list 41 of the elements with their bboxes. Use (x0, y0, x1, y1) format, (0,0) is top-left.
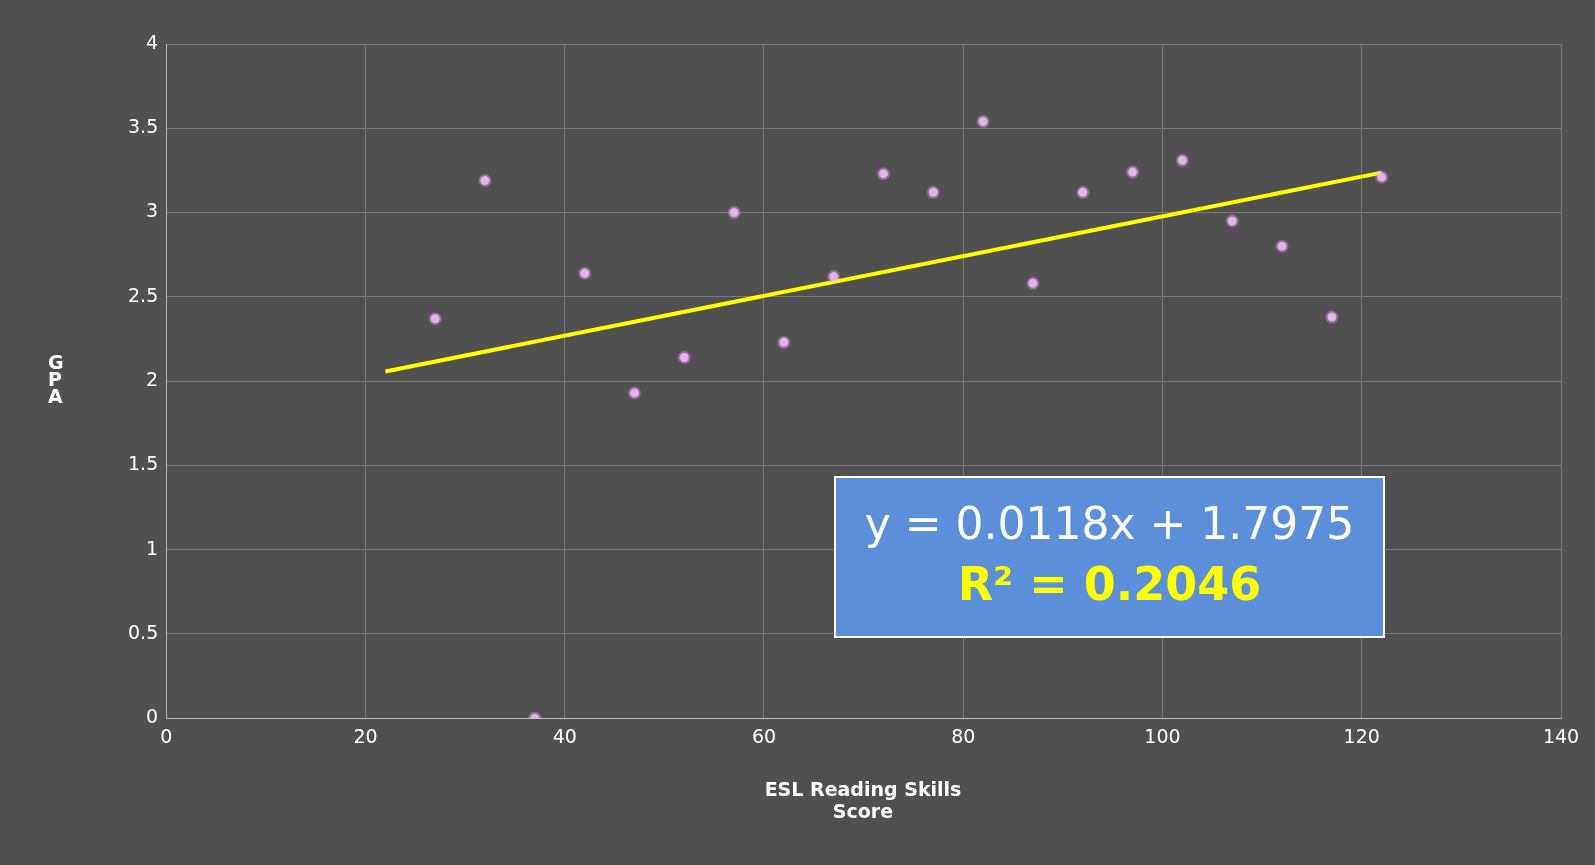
point (1225, 214, 1239, 228)
point (926, 185, 940, 199)
x-axis-title: ESL Reading Skills Score (763, 778, 963, 822)
point (677, 351, 691, 364)
y-tick-label: 0 (146, 705, 159, 728)
y-tick-label: 0.5 (128, 620, 159, 643)
point (827, 270, 841, 284)
y-tick-label: 2 (146, 368, 159, 391)
y-tick-label: 4 (146, 30, 159, 53)
point (1275, 239, 1289, 253)
x-tick-label: 120 (1343, 724, 1380, 747)
point (976, 115, 990, 129)
point (627, 386, 641, 400)
x-tick-label: 0 (160, 724, 173, 747)
point (1375, 170, 1389, 184)
y-tick-label: 2.5 (128, 283, 159, 306)
point (777, 335, 791, 349)
text-box: y = 0.0118x + 1.7975 R² = 0.2046 (834, 476, 1385, 638)
point (1076, 185, 1090, 199)
point (877, 167, 891, 181)
x-tick-label: 40 (552, 724, 577, 747)
point (1126, 165, 1140, 179)
x-tick-label: 60 (751, 724, 777, 747)
point (478, 174, 492, 188)
y-tick-label: 1.5 (128, 452, 159, 475)
x-tick-label: 100 (1144, 724, 1181, 747)
point (428, 312, 442, 326)
annotation: R² = 0.2046 (956, 557, 1263, 611)
annotation: y = 0.0118x + 1.7975 (863, 498, 1356, 549)
point (1175, 153, 1189, 167)
point (727, 206, 741, 220)
x-tick-label: 80 (951, 724, 976, 747)
y-tick-label: 1 (146, 536, 159, 559)
y-axis-title: GPA (48, 351, 64, 407)
point (578, 266, 592, 280)
x-tick-label: 140 (1542, 724, 1580, 747)
point (1026, 276, 1040, 290)
x-tick-label: 20 (353, 724, 378, 747)
y-tick-label: 3 (146, 199, 159, 222)
y-tick-label: 3.5 (128, 115, 159, 138)
point (1325, 310, 1339, 324)
